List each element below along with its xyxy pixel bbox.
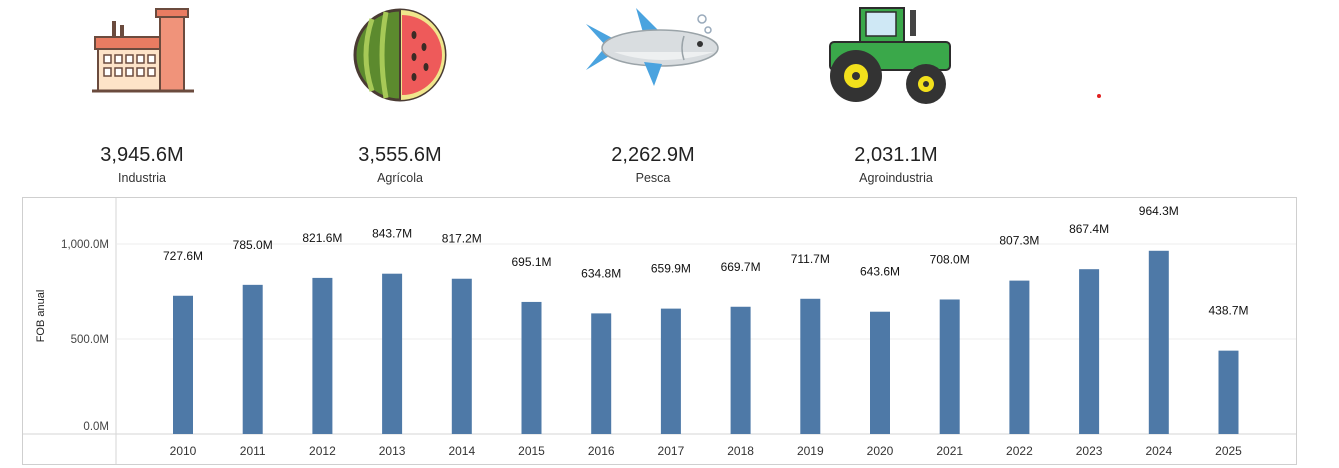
x-tick-label: 2013	[379, 444, 406, 458]
kpi-label-pesca: Pesca	[635, 171, 671, 185]
kpi-label-agroindustria: Agroindustria	[859, 171, 933, 185]
bar-2020[interactable]	[870, 311, 890, 434]
x-tick-label: 2014	[448, 444, 475, 458]
data-label: 843.7M	[372, 227, 412, 241]
bar-2025[interactable]	[1218, 350, 1239, 434]
chart-frame	[22, 197, 1297, 465]
data-label: 785.0M	[233, 238, 273, 252]
x-tick-label: 2018	[727, 444, 754, 458]
watermelon-icon	[353, 8, 447, 102]
bar-2014[interactable]	[451, 278, 472, 434]
bar-2024[interactable]	[1148, 250, 1169, 434]
bar-2021[interactable]	[939, 299, 960, 434]
x-tick-label: 2024	[1145, 444, 1172, 458]
x-tick-label: 2020	[867, 444, 894, 458]
tractor-icon	[829, 7, 951, 104]
x-tick-label: 2010	[170, 444, 197, 458]
y-tick-label: 500.0M	[71, 334, 109, 346]
bar-2023[interactable]	[1079, 269, 1100, 434]
kpi-label-agricola: Agrícola	[377, 171, 423, 185]
y-tick-label: 1,000.0M	[61, 239, 109, 251]
data-label: 821.6M	[302, 231, 342, 245]
data-label: 711.7M	[791, 252, 830, 266]
bar-2012[interactable]	[312, 277, 333, 434]
data-label: 438.7M	[1208, 304, 1248, 318]
data-label: 643.6M	[860, 265, 900, 279]
kpi-label-industria: Industria	[118, 171, 166, 185]
data-label: 817.2M	[442, 232, 482, 246]
bar-2017[interactable]	[660, 308, 681, 434]
x-tick-label: 2021	[936, 444, 963, 458]
data-label: 659.9M	[651, 262, 691, 276]
x-tick-label: 2025	[1215, 444, 1242, 458]
bar-2016[interactable]	[591, 313, 612, 434]
x-tick-label: 2019	[797, 444, 824, 458]
data-label: 727.6M	[163, 249, 203, 263]
kpi-value-industria: 3,945.6M	[100, 144, 184, 166]
kpi-value-agricola: 3,555.6M	[358, 144, 442, 166]
data-label: 669.7M	[721, 260, 761, 274]
bar-2011[interactable]	[242, 284, 263, 434]
x-tick-label: 2011	[240, 444, 266, 458]
factory-icon	[92, 8, 194, 93]
bar-2015[interactable]	[521, 301, 542, 434]
kpi-value-pesca: 2,262.9M	[611, 144, 695, 166]
data-label: 807.3M	[999, 234, 1039, 248]
x-tick-label: 2012	[309, 444, 336, 458]
fish-icon	[586, 8, 719, 86]
bar-2010[interactable]	[173, 295, 193, 434]
data-label: 867.4M	[1069, 222, 1109, 236]
x-tick-label: 2016	[588, 444, 615, 458]
bar-2022[interactable]	[1009, 280, 1030, 434]
data-label: 634.8M	[581, 266, 621, 280]
y-axis-label: FOB anual	[35, 290, 47, 343]
y-tick-label: 0.0M	[83, 421, 109, 433]
kpi-value-agroindustria: 2,031.1M	[854, 144, 938, 166]
data-label: 964.3M	[1139, 204, 1179, 218]
x-tick-label: 2017	[658, 444, 685, 458]
data-label: 695.1M	[511, 255, 551, 269]
bar-2013[interactable]	[382, 273, 403, 434]
marker-dot	[1097, 94, 1101, 98]
x-tick-label: 2023	[1076, 444, 1103, 458]
x-tick-label: 2022	[1006, 444, 1033, 458]
bar-2018[interactable]	[730, 306, 751, 434]
x-tick-label: 2015	[518, 444, 545, 458]
bar-2019[interactable]	[800, 298, 821, 434]
data-label: 708.0M	[930, 252, 970, 266]
